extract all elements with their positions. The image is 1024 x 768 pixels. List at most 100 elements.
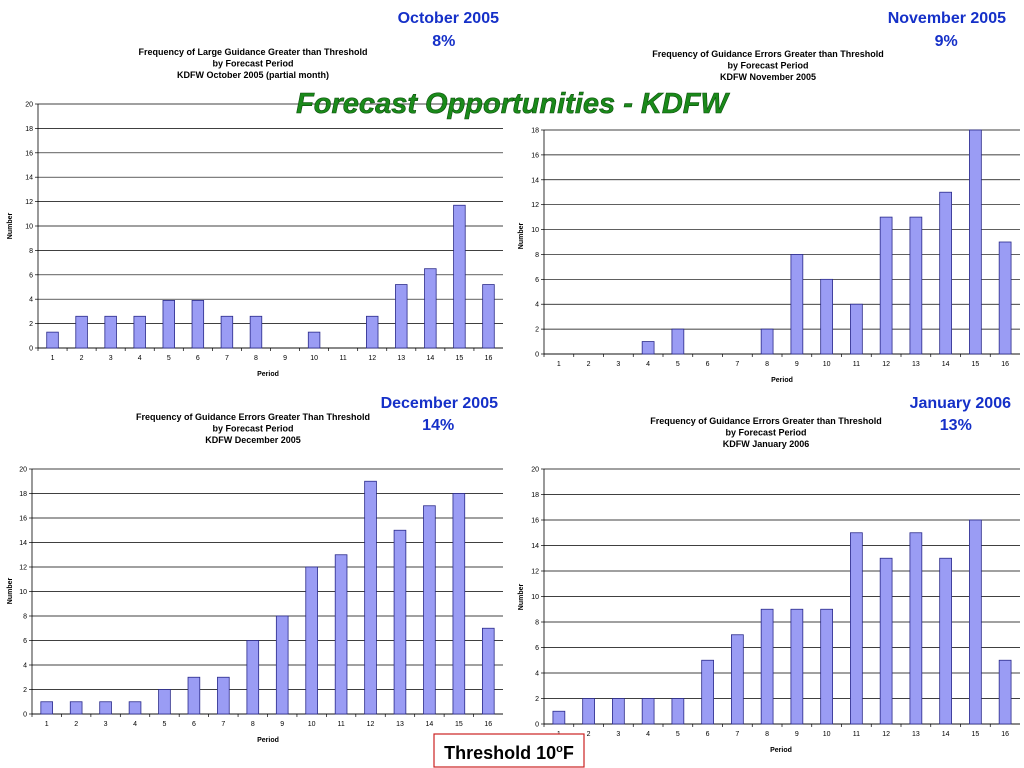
chart-4-y-tick-label: 4 — [535, 671, 539, 678]
chart-2-bar — [671, 328, 685, 355]
chart-4-title-line: by Forecast Period — [725, 428, 806, 438]
chart-4-bar — [820, 608, 833, 725]
threshold-text: Threshold 10 — [444, 743, 556, 763]
chart-2-bar — [969, 129, 982, 355]
chart-2-bar — [879, 216, 893, 355]
chart-3-x-tick-label: 9 — [280, 721, 284, 728]
chart-4-bar — [969, 519, 982, 725]
chart-4-bar — [998, 659, 1012, 725]
chart-3-y-axis-title: Number — [7, 578, 14, 605]
chart-3-title-line: by Forecast Period — [212, 424, 293, 434]
chart-4-bar — [909, 532, 923, 725]
chart-4-bar — [790, 608, 804, 725]
chart-4-y-tick-label: 2 — [535, 696, 539, 703]
chart-1-y-tick-label: 10 — [25, 224, 33, 231]
chart-4-x-tick-label: 8 — [765, 731, 769, 738]
chart-3-x-axis-title: Period — [257, 737, 279, 744]
chart-4-x-tick-label: 13 — [912, 731, 920, 738]
chart-2-x-tick-label: 11 — [853, 361, 860, 368]
chart-1-x-tick-label: 16 — [485, 355, 493, 362]
chart-4-bar — [850, 532, 863, 725]
chart-3-y-tick-label: 18 — [19, 491, 27, 498]
chart-1-bar — [249, 315, 263, 349]
chart-2-x-tick-label: 10 — [823, 361, 831, 368]
chart-3-bar — [40, 701, 54, 715]
chart-2-y-tick-label: 16 — [531, 152, 539, 159]
chart-4-bar — [760, 608, 774, 725]
chart-3-y-tick-label: 16 — [19, 516, 27, 523]
chart-3-bar — [393, 529, 407, 715]
chart-4-x-tick-label: 4 — [646, 731, 650, 738]
slide-title: Forecast Opportunities - KDFW — [296, 88, 730, 120]
chart-3-bar — [423, 505, 436, 715]
chart-1-bar — [133, 315, 146, 349]
chart-2-percent-label: 9% — [935, 33, 958, 50]
chart-3-x-tick-label: 4 — [133, 721, 137, 728]
chart-2-y-tick-label: 14 — [531, 177, 539, 184]
chart-2-bar — [641, 341, 655, 355]
chart-1-panel: October 2005 8% Frequency of Large Guidanc… — [7, 10, 503, 378]
chart-1-y-tick-label: 20 — [25, 102, 33, 109]
chart-1-y-axis-title: Number — [7, 213, 14, 240]
chart-4-y-tick-label: 12 — [531, 569, 539, 576]
chart-2-x-tick-label: 8 — [765, 361, 769, 368]
chart-1-x-tick-label: 1 — [51, 355, 55, 362]
chart-3-y-tick-label: 12 — [19, 565, 27, 572]
chart-3-title-line: Frequency of Guidance Errors Greater Tha… — [136, 412, 370, 422]
chart-4-y-tick-label: 10 — [531, 594, 539, 601]
chart-2-y-tick-label: 4 — [535, 302, 539, 309]
chart-4-x-tick-label: 9 — [795, 731, 799, 738]
chart-1-y-tick-label: 4 — [29, 297, 33, 304]
chart-2-y-tick-label: 6 — [535, 277, 539, 284]
chart-4-x-tick-label: 10 — [823, 731, 831, 738]
chart-3-y-tick-label: 2 — [23, 687, 27, 694]
chart-1-x-tick-label: 7 — [225, 355, 229, 362]
threshold-unit: F — [563, 743, 574, 763]
chart-3-x-tick-label: 15 — [455, 721, 463, 728]
chart-3-bar — [275, 615, 289, 715]
chart-1-y-tick-label: 2 — [29, 321, 33, 328]
threshold-label: Threshold 10oF — [444, 743, 574, 763]
chart-3-x-tick-label: 14 — [426, 721, 434, 728]
chart-1-bar — [307, 331, 321, 349]
chart-1-x-tick-label: 5 — [167, 355, 171, 362]
chart-3-x-tick-label: 6 — [192, 721, 196, 728]
chart-4-title-line: KDFW January 2006 — [723, 439, 810, 449]
chart-1-x-tick-label: 11 — [340, 355, 347, 362]
chart-2-bar — [939, 191, 952, 355]
chart-1-bar — [424, 268, 437, 349]
chart-2-panel: November 2005 9% Frequency of Guidance Err… — [518, 10, 1020, 384]
chart-2-x-tick-label: 14 — [942, 361, 950, 368]
chart-2-x-tick-label: 3 — [616, 361, 620, 368]
chart-1-month-heading: October 2005 — [398, 10, 499, 27]
chart-3-y-tick-label: 8 — [23, 614, 27, 621]
chart-2-x-tick-label: 6 — [706, 361, 710, 368]
chart-1-y-tick-label: 14 — [25, 175, 33, 182]
chart-2-x-tick-label: 5 — [676, 361, 680, 368]
chart-4-bar — [731, 634, 744, 725]
chart-1-y-tick-label: 8 — [29, 248, 33, 255]
chart-1-x-tick-label: 2 — [80, 355, 84, 362]
threshold-box-border — [433, 733, 585, 768]
chart-2-x-tick-label: 16 — [1001, 361, 1009, 368]
chart-3-month-heading: December 2005 — [381, 395, 499, 412]
chart-4-bar — [671, 698, 685, 725]
chart-4-x-tick-label: 16 — [1001, 731, 1009, 738]
chart-1-title-line: by Forecast Period — [212, 59, 293, 69]
chart-4-y-tick-label: 8 — [535, 620, 539, 627]
chart-2-x-tick-label: 7 — [735, 361, 739, 368]
chart-3-x-tick-label: 12 — [367, 721, 375, 728]
chart-3-y-tick-label: 6 — [23, 638, 27, 645]
chart-4-y-tick-label: 16 — [531, 518, 539, 525]
chart-1-percent-label: 8% — [432, 33, 455, 50]
threshold-degree-sup: o — [556, 743, 563, 755]
chart-3-bar — [128, 701, 142, 715]
chart-2-bar — [909, 216, 923, 355]
chart-3-x-tick-label: 8 — [251, 721, 255, 728]
chart-1-y-tick-label: 18 — [25, 126, 33, 133]
chart-3-bar — [364, 480, 377, 715]
chart-2-x-tick-label: 1 — [557, 361, 561, 368]
chart-2-bar — [820, 278, 833, 355]
chart-4-title-line: Frequency of Guidance Errors Greater tha… — [650, 416, 882, 426]
chart-3-bar — [334, 554, 348, 715]
